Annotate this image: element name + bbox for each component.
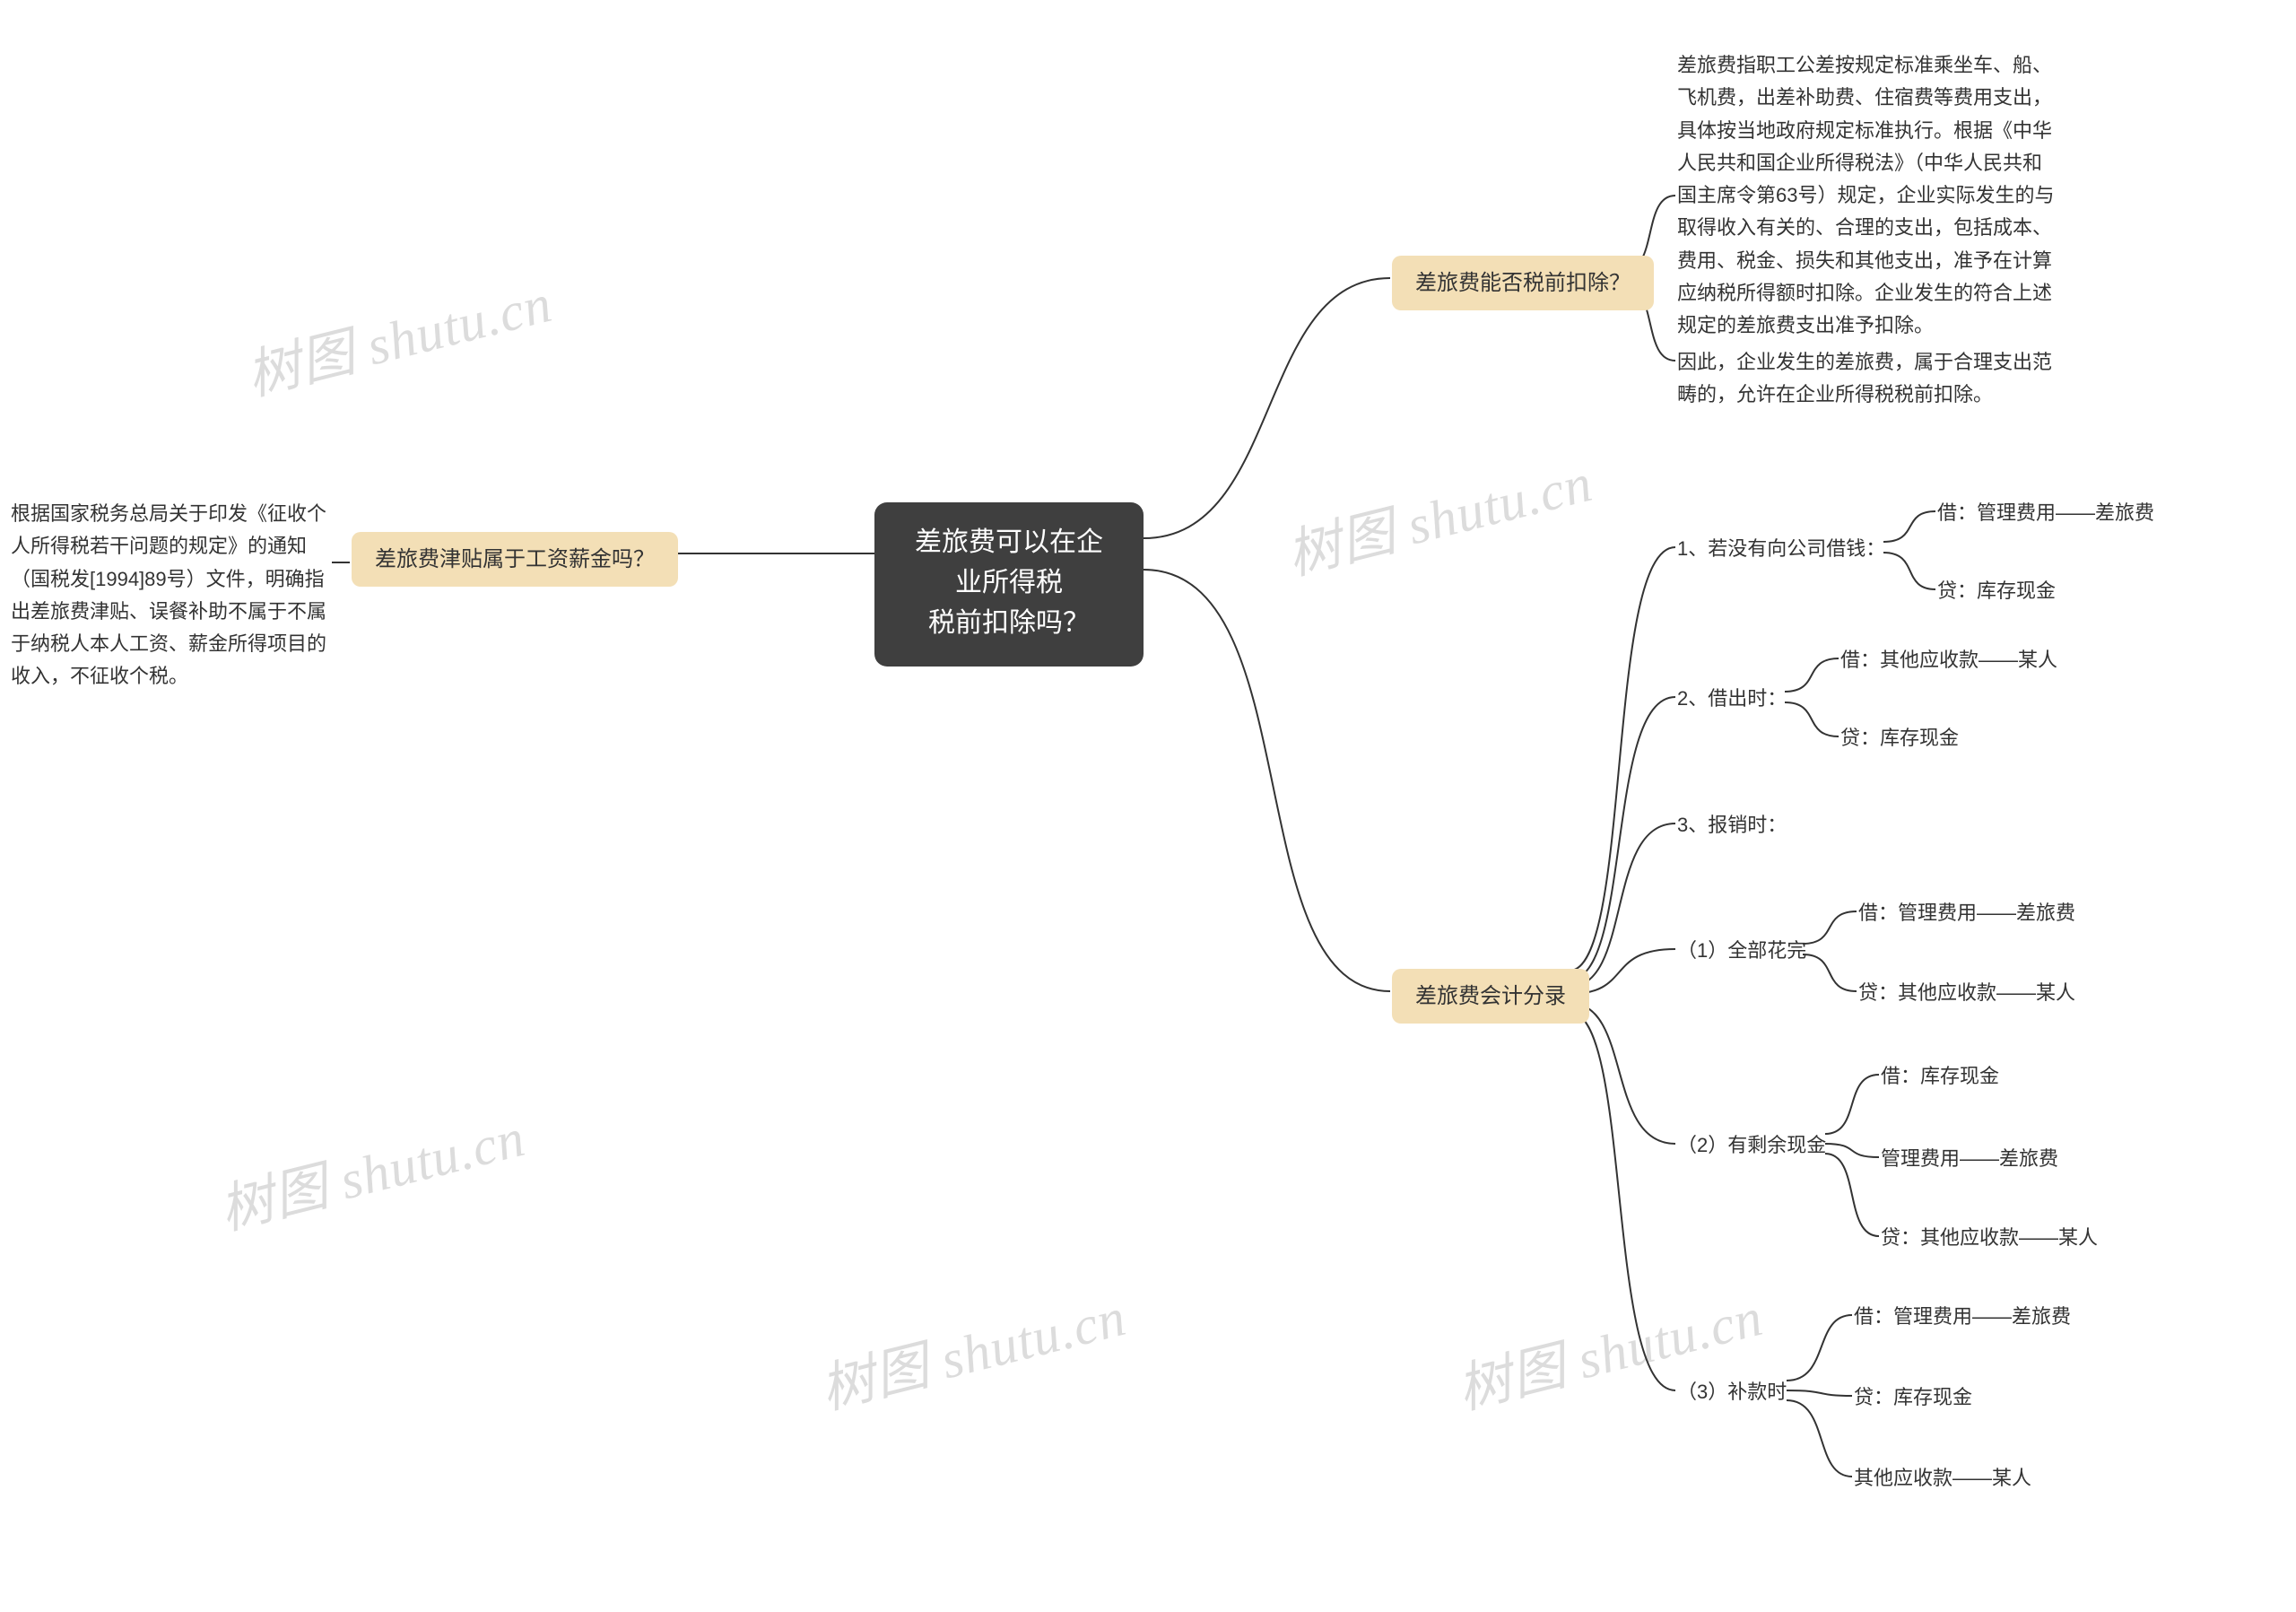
entry-4-label: （1）全部花完 (1677, 936, 1806, 966)
entry-2-c1: 借：其他应收款——某人 (1840, 645, 2057, 675)
watermark: 树图 shutu.cn (238, 259, 559, 411)
entry-4-c2: 贷：其他应收款——某人 (1858, 978, 2075, 1008)
entry-2-c2: 贷：库存现金 (1840, 723, 1959, 754)
right-branch-1-leaf1: 差旅费指职工公差按规定标准乘坐车、船、飞机费，出差补助费、住宿费等费用支出，具体… (1677, 49, 2058, 343)
entry-1-c2: 贷：库存现金 (1937, 576, 2056, 606)
right-branch-2-pill: 差旅费会计分录 (1392, 969, 1589, 1024)
right-branch-1-pill: 差旅费能否税前扣除？ (1392, 256, 1654, 310)
root-node: 差旅费可以在企业所得税 税前扣除吗？ (874, 502, 1144, 667)
entry-4-c1: 借：管理费用——差旅费 (1858, 898, 2075, 928)
entry-3-label: 3、报销时： (1677, 810, 1787, 841)
left-branch-leaf: 根据国家税务总局关于印发《征收个人所得税若干问题的规定》的通知（国税发[1994… (11, 498, 334, 693)
entry-6-label: （3）补款时 (1677, 1377, 1787, 1407)
entry-1-label: 1、若没有向公司借钱： (1677, 534, 1885, 564)
watermark: 树图 shutu.cn (812, 1273, 1133, 1425)
watermark: 树图 shutu.cn (1278, 439, 1599, 590)
entry-5-c1: 借：库存现金 (1881, 1061, 1999, 1092)
entry-6-c2: 贷：库存现金 (1854, 1382, 1972, 1413)
entry-2-label: 2、借出时： (1677, 684, 1787, 714)
entry-5-label: （2）有剩余现金 (1677, 1130, 1826, 1161)
root-line2: 税前扣除吗？ (928, 608, 1090, 638)
left-branch-pill: 差旅费津贴属于工资薪金吗？ (352, 532, 678, 587)
entry-6-c1: 借：管理费用——差旅费 (1854, 1302, 2071, 1332)
entry-5-c2: 管理费用——差旅费 (1881, 1144, 2058, 1174)
entry-6-c3: 其他应收款——某人 (1854, 1463, 2031, 1494)
entry-1-c1: 借：管理费用——差旅费 (1937, 498, 2154, 528)
entry-5-c3: 贷：其他应收款——某人 (1881, 1223, 2098, 1253)
watermark: 树图 shutu.cn (211, 1094, 532, 1245)
right-branch-1-leaf2: 因此，企业发生的差旅费，属于合理支出范畴的，允许在企业所得税税前扣除。 (1677, 346, 2058, 412)
root-line1: 差旅费可以在企业所得税 (915, 527, 1103, 597)
